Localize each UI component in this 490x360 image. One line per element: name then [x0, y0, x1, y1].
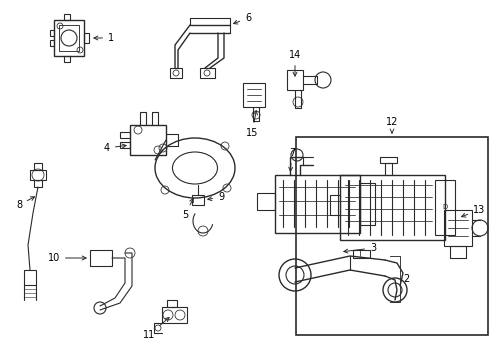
- Text: 10: 10: [48, 253, 86, 263]
- Text: 4: 4: [104, 143, 126, 153]
- Text: 5: 5: [182, 198, 193, 220]
- Text: 14: 14: [289, 50, 301, 76]
- Text: D: D: [442, 204, 448, 210]
- Text: 2: 2: [403, 274, 409, 284]
- Text: 8: 8: [16, 197, 35, 210]
- Text: 1: 1: [94, 33, 114, 43]
- Text: 9: 9: [208, 192, 224, 202]
- Text: 7: 7: [289, 148, 295, 171]
- Text: 6: 6: [234, 13, 251, 24]
- Text: 15: 15: [246, 111, 258, 138]
- Text: 11: 11: [143, 318, 169, 340]
- Text: 12: 12: [386, 117, 398, 133]
- Text: 13: 13: [462, 205, 485, 217]
- Text: 3: 3: [344, 243, 376, 253]
